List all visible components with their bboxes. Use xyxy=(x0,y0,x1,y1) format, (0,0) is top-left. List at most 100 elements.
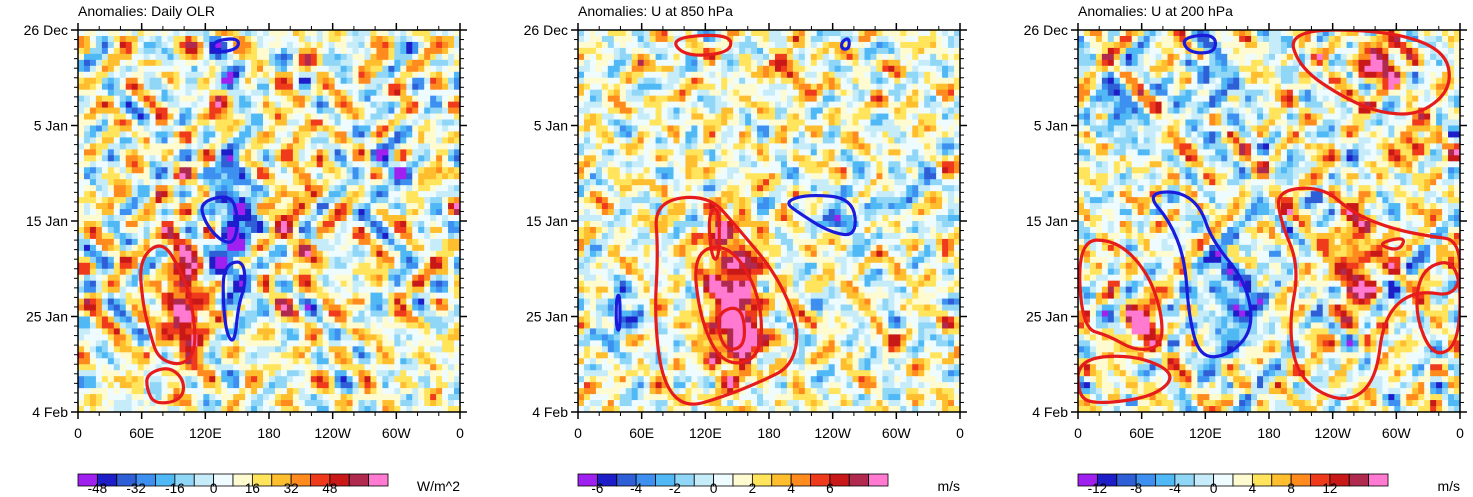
field-cell xyxy=(298,167,306,174)
field-cell xyxy=(412,316,419,324)
field-cell xyxy=(113,173,121,180)
field-cell xyxy=(310,244,318,252)
field-cell xyxy=(358,352,366,359)
field-cell xyxy=(400,322,407,330)
field-cell xyxy=(864,47,872,55)
field-cell xyxy=(370,59,378,67)
field-cell xyxy=(370,197,378,204)
field-cell xyxy=(774,89,782,97)
field-cell xyxy=(167,30,175,37)
field-cell xyxy=(274,292,282,300)
field-cell xyxy=(137,47,145,55)
field-cell xyxy=(328,119,336,127)
field-cell xyxy=(167,322,175,330)
field-cell xyxy=(655,30,663,37)
field-cell xyxy=(442,316,449,324)
field-cell xyxy=(727,89,734,97)
field-cell xyxy=(251,131,258,139)
field-cell xyxy=(257,59,264,67)
field-cell xyxy=(912,59,919,67)
field-cell xyxy=(78,292,85,300)
field-cell xyxy=(113,244,121,252)
field-cell xyxy=(233,155,240,162)
field-cell xyxy=(215,173,222,180)
field-cell xyxy=(430,250,437,258)
field-cell xyxy=(334,256,342,264)
field-cell xyxy=(316,298,324,306)
field-cell xyxy=(257,203,264,210)
field-cell xyxy=(376,262,384,270)
field-cell xyxy=(155,107,163,115)
field-cell xyxy=(286,268,294,276)
field-cell xyxy=(352,173,360,180)
field-cell xyxy=(209,155,216,162)
field-cell xyxy=(424,161,431,168)
field-cell xyxy=(245,53,252,61)
field-cell xyxy=(454,209,460,216)
field-cell xyxy=(912,83,919,91)
field-cell xyxy=(424,95,431,103)
field-cell xyxy=(424,35,431,43)
field-cell xyxy=(442,334,449,341)
field-cell xyxy=(727,30,734,37)
field-cell xyxy=(376,209,384,216)
field-cell xyxy=(292,95,300,103)
field-cell xyxy=(358,358,366,365)
field-cell xyxy=(328,406,336,412)
field-cell xyxy=(822,35,830,43)
field-cell xyxy=(358,203,366,210)
field-cell xyxy=(322,41,330,49)
field-cell xyxy=(239,71,246,79)
field-cell xyxy=(388,95,395,103)
field-cell xyxy=(828,30,836,37)
field-cell xyxy=(292,65,300,73)
field-cell xyxy=(78,310,85,318)
field-cell xyxy=(95,334,103,341)
field-cell xyxy=(454,400,460,407)
field-cell xyxy=(358,280,366,288)
field-cell xyxy=(316,304,324,312)
field-cell xyxy=(179,226,187,234)
field-cell xyxy=(382,77,389,85)
field-cell xyxy=(406,298,413,306)
x-tick-label: 60E xyxy=(129,425,154,441)
field-cell xyxy=(578,77,585,85)
field-cell xyxy=(298,340,306,347)
field-cell xyxy=(125,376,133,383)
field-cell xyxy=(382,65,389,73)
field-cell xyxy=(269,334,276,341)
field-cell xyxy=(364,185,372,192)
field-cell xyxy=(430,95,437,103)
field-cell xyxy=(328,382,336,389)
field-cell xyxy=(340,137,348,145)
field-cell xyxy=(173,119,181,127)
field-cell xyxy=(137,53,145,61)
field-cell xyxy=(340,286,348,294)
field-cell xyxy=(173,191,181,198)
field-cell xyxy=(328,155,336,162)
field-cell xyxy=(149,274,157,282)
field-cell xyxy=(113,382,121,389)
field-cell xyxy=(173,238,181,246)
field-cell xyxy=(894,41,901,49)
field-cell xyxy=(412,101,419,109)
field-cell xyxy=(625,41,633,49)
field-cell xyxy=(143,83,151,91)
field-cell xyxy=(673,71,681,79)
field-cell xyxy=(113,95,121,103)
field-cell xyxy=(191,173,198,180)
field-cell xyxy=(412,155,419,162)
field-cell xyxy=(619,41,627,49)
field-cell xyxy=(328,35,336,43)
field-cell xyxy=(382,232,389,240)
field-cell xyxy=(78,316,85,324)
field-cell xyxy=(358,41,366,49)
field-cell xyxy=(143,238,151,246)
field-cell xyxy=(298,209,306,216)
field-cell xyxy=(203,59,210,67)
field-cell xyxy=(215,280,222,288)
field-cell xyxy=(691,89,698,97)
field-cell xyxy=(613,41,621,49)
field-cell xyxy=(203,149,210,156)
field-cell xyxy=(95,370,103,377)
